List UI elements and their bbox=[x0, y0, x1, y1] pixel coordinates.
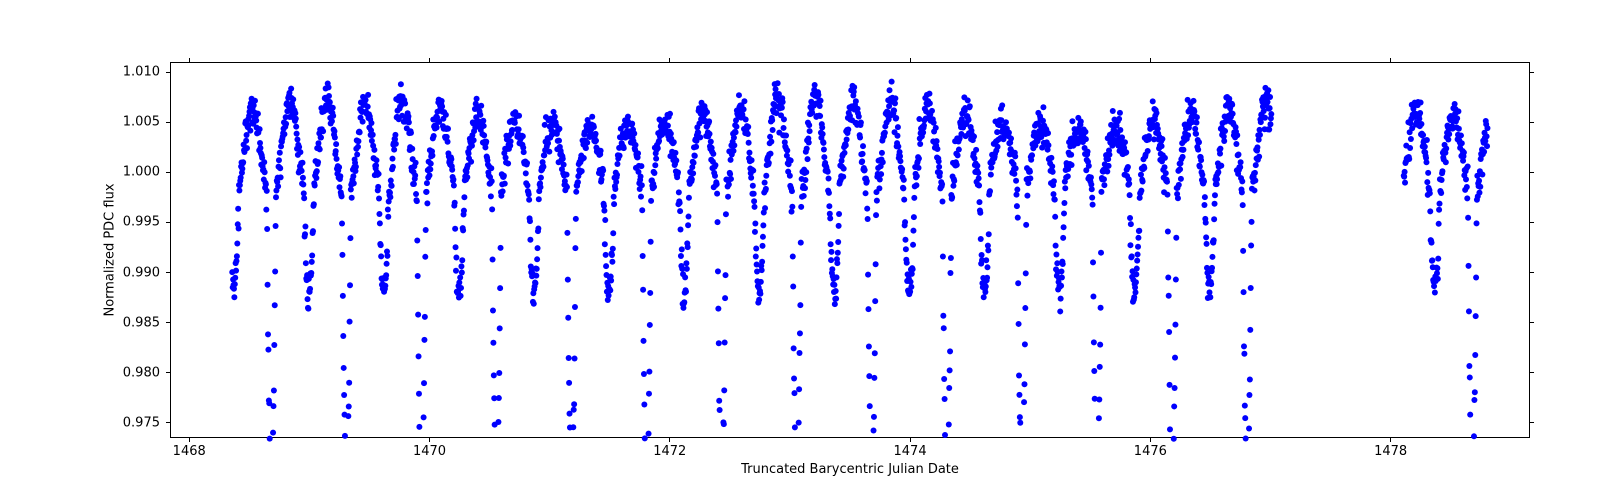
figure: 1468 1470 1472 1474 1476 1478 0.975 0.980 0.985… bbox=[0, 0, 1600, 500]
y-tick-mark bbox=[1530, 322, 1534, 323]
x-tick-label: 1478 bbox=[1374, 444, 1407, 459]
y-tick-label: 0.980 bbox=[120, 365, 160, 380]
y-tick-label: 0.990 bbox=[120, 265, 160, 280]
x-tick-label: 1474 bbox=[894, 444, 927, 459]
x-tick-mark bbox=[910, 58, 911, 62]
y-tick-mark bbox=[166, 72, 170, 73]
y-tick-mark bbox=[1530, 172, 1534, 173]
y-tick-mark bbox=[1530, 222, 1534, 223]
y-tick-mark bbox=[1530, 422, 1534, 423]
x-tick-mark bbox=[189, 438, 190, 442]
y-axis-label: Normalized PDC flux bbox=[103, 183, 118, 316]
y-tick-label: 1.005 bbox=[120, 115, 160, 130]
x-tick-label: 1472 bbox=[653, 444, 686, 459]
x-tick-mark bbox=[669, 438, 670, 442]
plot-axes bbox=[170, 62, 1530, 438]
y-tick-label: 1.010 bbox=[120, 65, 160, 80]
y-tick-mark bbox=[166, 372, 170, 373]
y-tick-mark bbox=[166, 422, 170, 423]
y-tick-mark bbox=[1530, 122, 1534, 123]
y-tick-mark bbox=[166, 122, 170, 123]
x-tick-mark bbox=[189, 58, 190, 62]
x-tick-mark bbox=[1150, 438, 1151, 442]
x-tick-mark bbox=[1390, 58, 1391, 62]
y-tick-mark bbox=[166, 272, 170, 273]
x-tick-label: 1476 bbox=[1134, 444, 1167, 459]
x-tick-label: 1470 bbox=[413, 444, 446, 459]
y-tick-mark bbox=[1530, 272, 1534, 273]
x-tick-mark bbox=[669, 58, 670, 62]
x-tick-mark bbox=[429, 58, 430, 62]
x-axis-label: Truncated Barycentric Julian Date bbox=[741, 462, 959, 477]
x-tick-label: 1468 bbox=[173, 444, 206, 459]
y-tick-mark bbox=[166, 322, 170, 323]
y-tick-mark bbox=[1530, 72, 1534, 73]
y-tick-label: 0.985 bbox=[120, 315, 160, 330]
y-tick-mark bbox=[166, 222, 170, 223]
scatter-points bbox=[229, 79, 1490, 442]
x-tick-mark bbox=[1390, 438, 1391, 442]
y-tick-mark bbox=[1530, 372, 1534, 373]
x-tick-mark bbox=[1150, 58, 1151, 62]
y-tick-mark bbox=[166, 172, 170, 173]
y-tick-label: 0.975 bbox=[120, 415, 160, 430]
y-tick-label: 0.995 bbox=[120, 215, 160, 230]
x-tick-mark bbox=[910, 438, 911, 442]
y-tick-label: 1.000 bbox=[120, 165, 160, 180]
x-tick-mark bbox=[429, 438, 430, 442]
scatter-plot bbox=[171, 63, 1531, 439]
